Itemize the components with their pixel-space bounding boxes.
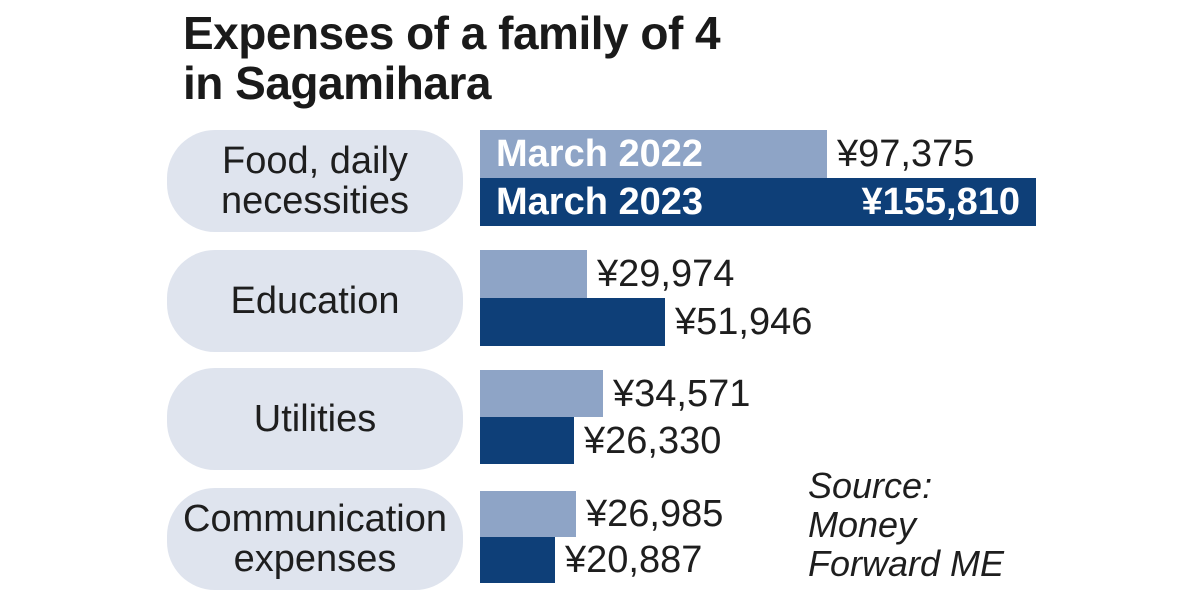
- series-name-2022: March 2022: [496, 133, 704, 175]
- data-label-education-2022: ¥29,974: [597, 253, 735, 295]
- source-line-3: Forward ME: [808, 543, 1005, 584]
- bar-utilities-2022: [480, 370, 603, 417]
- chart-title-line-2: in Sagamihara: [183, 57, 491, 109]
- category-label-food: Food, daily necessities: [167, 130, 463, 232]
- bar-education-2023: [480, 298, 665, 346]
- data-label-utilities-2023: ¥26,330: [584, 419, 722, 462]
- bar-communication-2022: [480, 491, 576, 537]
- category-label-line: Education: [230, 280, 400, 322]
- category-label-education: Education: [167, 250, 463, 352]
- data-label-food-2023: ¥155,810: [861, 181, 1021, 223]
- category-label-line: expenses: [233, 538, 397, 580]
- data-label-utilities-2022: ¥34,571: [613, 372, 751, 415]
- data-label-communication-2022: ¥26,985: [586, 493, 724, 535]
- category-label-communication: Communication expenses: [167, 488, 463, 590]
- category-label-line: Utilities: [253, 398, 377, 440]
- source-line-1: Source:: [808, 465, 933, 506]
- data-label-communication-2023: ¥20,887: [565, 539, 703, 581]
- source-note: Source: Money Forward ME: [808, 466, 1004, 583]
- bar-food-2023: [480, 178, 1036, 226]
- data-label-education-2023: ¥51,946: [675, 301, 813, 343]
- series-name-2023: March 2023: [496, 181, 704, 223]
- bar-education-2022: [480, 250, 587, 298]
- category-label-line: necessities: [221, 180, 409, 222]
- bar-food-2022: [480, 130, 827, 178]
- category-label-utilities: Utilities: [167, 368, 463, 470]
- chart-title: Expenses of a family of 4 in Sagamihara: [183, 7, 721, 109]
- category-label-line: Food, daily: [222, 140, 408, 182]
- category-label-line: Communication: [183, 498, 447, 540]
- chart-title-line-1: Expenses of a family of 4: [183, 7, 721, 59]
- bar-communication-2023: [480, 537, 555, 583]
- bar-utilities-2023: [480, 417, 574, 464]
- data-label-food-2022: ¥97,375: [837, 133, 975, 175]
- source-line-2: Money: [808, 504, 917, 545]
